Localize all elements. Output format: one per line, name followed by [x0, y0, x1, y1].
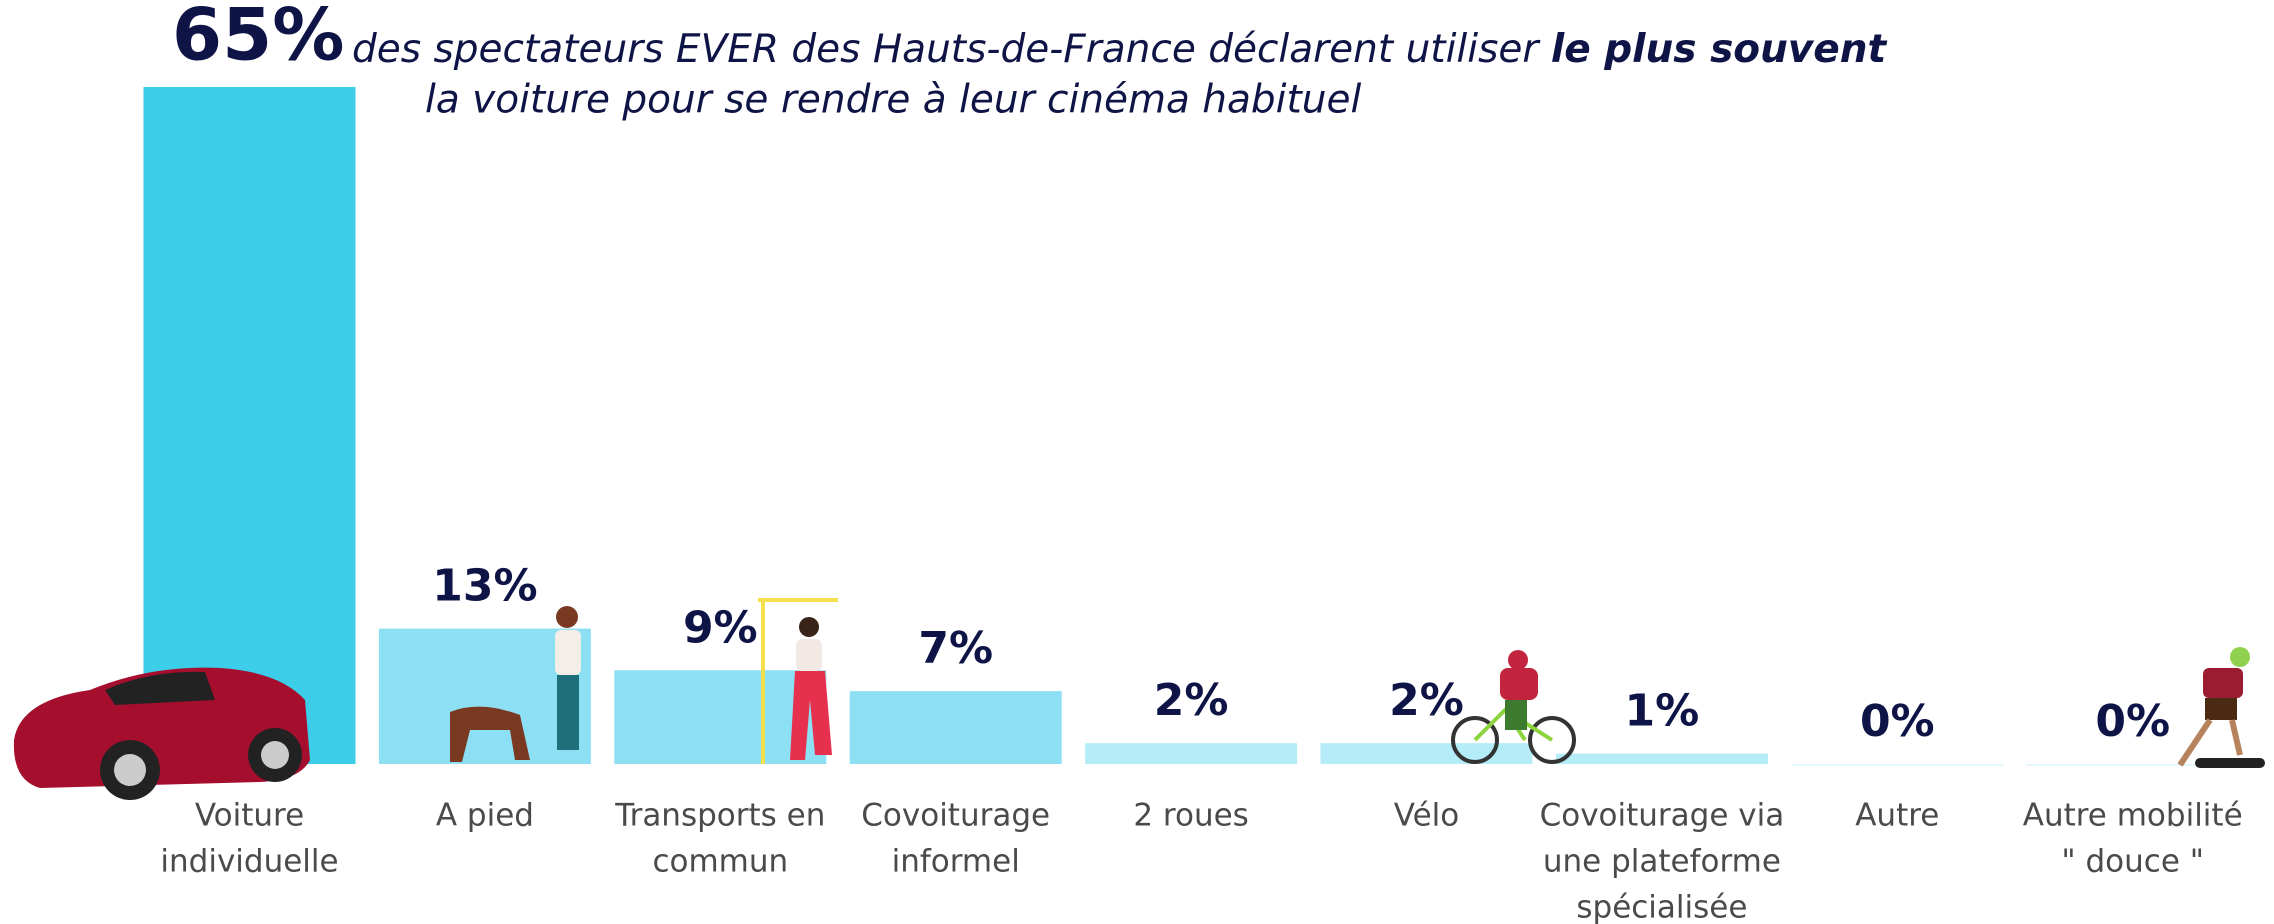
category-label: commun [652, 844, 788, 880]
skater-illustration [2177, 647, 2265, 768]
category-label: spécialisée [1576, 890, 1747, 924]
reader-illustration [758, 598, 838, 764]
category-label: individuelle [160, 844, 338, 880]
bar [143, 87, 356, 764]
category-label: une plateforme [1543, 844, 1781, 880]
value-label: 2% [1154, 675, 1229, 726]
chart-subtitle: la voiture pour se rendre à leur cinéma … [425, 78, 1362, 123]
chart-title: des spectateurs EVER des Hauts-de-France… [352, 27, 1887, 72]
car-illustration [13, 667, 310, 800]
category-label: Transports en [614, 798, 825, 834]
cyclist-illustration [1451, 650, 1576, 764]
category-label: 2 roues [1133, 798, 1248, 834]
bar [2026, 764, 2239, 766]
walker-illustration [450, 606, 581, 762]
value-label: 0% [2095, 696, 2170, 747]
category-label: Autre [1855, 798, 1939, 834]
category-label: Voiture [195, 798, 304, 834]
bar [1320, 743, 1533, 764]
value-label: 1% [1625, 686, 1700, 737]
category-label: Autre mobilité [2023, 798, 2243, 834]
value-label: 7% [918, 623, 993, 674]
headline-value: 65% [172, 0, 344, 77]
bar [849, 691, 1062, 764]
title-emphasis: le plus souvent [1551, 27, 1888, 72]
value-label: 9% [683, 602, 758, 653]
value-label: 13% [432, 561, 537, 612]
category-label: informel [892, 844, 1020, 880]
category-label: " douce " [2061, 844, 2204, 880]
bar [1791, 764, 2004, 766]
category-label: Covoiturage via [1540, 798, 1785, 834]
category-label: A pied [436, 798, 534, 834]
title-part: des spectateurs EVER des Hauts-de-France… [352, 27, 1551, 72]
category-label: Covoiturage [861, 798, 1050, 834]
value-label: 2% [1389, 675, 1464, 726]
bars [143, 87, 2239, 766]
category-label: Vélo [1394, 798, 1459, 834]
bar [1555, 753, 1768, 764]
bar [1085, 743, 1298, 764]
value-label: 0% [1860, 696, 1935, 747]
